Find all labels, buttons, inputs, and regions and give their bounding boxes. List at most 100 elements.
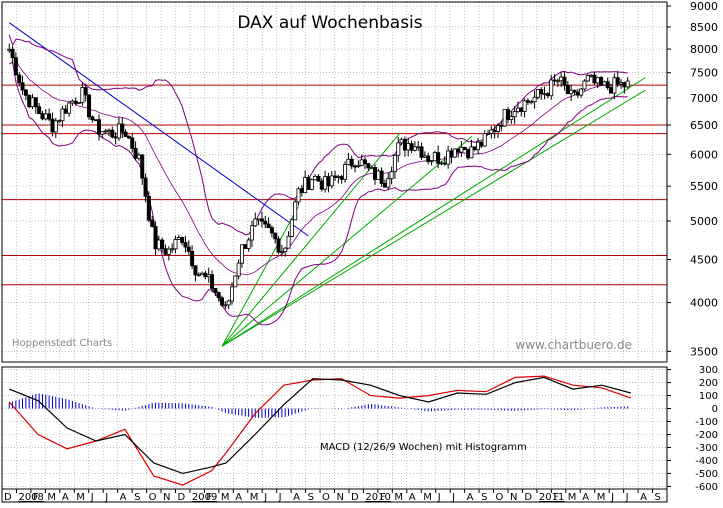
price-bar-body <box>409 143 414 151</box>
price-bar-body <box>363 159 368 165</box>
price-bar-body <box>156 239 161 250</box>
price-bar-body <box>353 165 358 168</box>
price-bar-body <box>439 162 444 165</box>
y-tick-label: 7000 <box>690 92 718 105</box>
price-bar-body <box>67 102 72 114</box>
price-bar-body <box>170 248 175 251</box>
chart-title: DAX auf Wochenbasis <box>237 13 422 33</box>
macd-title: MACD (12/26/9 Wochen) mit Histogramm <box>320 442 527 453</box>
price-bar-body <box>57 120 62 123</box>
price-bar-body <box>505 109 510 120</box>
x-tick-label: J <box>104 492 108 503</box>
price-bar-body <box>379 170 384 184</box>
price-bar-body <box>23 89 28 96</box>
price-bar-body <box>609 87 614 94</box>
macd-tick-label: -300 <box>695 443 718 454</box>
x-tick-label: 2008 <box>18 492 43 503</box>
price-bar-body <box>266 223 271 229</box>
price-bar-body <box>406 143 411 151</box>
price-bar-body <box>10 48 15 59</box>
x-tick-label: J <box>610 492 614 503</box>
price-bar-body <box>273 232 278 240</box>
y-tick-label: 8500 <box>690 21 718 34</box>
price-bar-body <box>230 286 235 302</box>
price-bar-body <box>210 274 215 289</box>
x-tick-label: A <box>293 492 300 503</box>
price-bar-body <box>419 146 424 158</box>
price-bar-body <box>126 136 131 139</box>
price-bar-body <box>339 176 344 180</box>
price-bar-body <box>200 272 205 276</box>
price-bar-body <box>552 79 557 82</box>
x-tick-label: M <box>250 492 259 503</box>
price-bar-body <box>452 148 457 158</box>
x-tick-label: A <box>62 492 69 503</box>
price-bar-body <box>326 176 331 187</box>
price-bar-body <box>7 48 12 51</box>
x-tick-label: S <box>308 492 314 503</box>
price-bar-body <box>33 97 38 108</box>
price-bar-body <box>190 251 195 267</box>
uptrend-line <box>221 206 299 347</box>
price-bar-body <box>160 239 165 250</box>
x-tick-label: D <box>351 492 359 503</box>
x-tick-label: D <box>4 492 12 503</box>
price-bar-body <box>47 113 52 120</box>
price-bar-body <box>599 77 604 86</box>
price-bar-body <box>140 154 145 179</box>
macd-tick-label: -500 <box>695 469 718 480</box>
price-bar-body <box>80 87 85 103</box>
price-bar-body <box>499 125 504 127</box>
price-bar-body <box>303 177 308 194</box>
macd-tick-label: -100 <box>695 417 718 428</box>
price-bar-body <box>316 176 321 182</box>
x-tick-label: 2010 <box>365 492 390 503</box>
y-tick-label: 8000 <box>690 43 718 56</box>
price-bar-body <box>619 82 624 85</box>
price-bar-body <box>306 177 311 190</box>
price-bar-body <box>206 274 211 278</box>
price-bar-body <box>113 136 118 139</box>
price-bar-body <box>220 297 225 306</box>
price-bar-body <box>496 125 501 132</box>
price-bar-body <box>356 165 361 167</box>
price-bar-body <box>589 74 594 77</box>
price-bar-body <box>595 77 600 84</box>
price-bar-body <box>309 179 314 190</box>
y-tick-label: 6000 <box>690 148 718 161</box>
price-bar-body <box>469 146 474 159</box>
bollinger-middle <box>8 49 628 275</box>
x-tick-label: 2011 <box>539 492 564 503</box>
price-bar-body <box>369 167 374 169</box>
macd-tick-label: 100 <box>699 391 718 402</box>
source-left-label: Hoppenstedt Charts <box>12 338 112 349</box>
price-bar-body <box>143 177 148 197</box>
x-tick-label: A <box>582 492 589 503</box>
price-bar-body <box>136 154 141 159</box>
price-bar-body <box>592 74 597 84</box>
price-bar-body <box>216 292 221 299</box>
price-bar-body <box>529 101 534 104</box>
price-bar-body <box>103 130 108 133</box>
macd-histogram <box>8 393 629 418</box>
price-bar-body <box>100 131 105 135</box>
price-bar-body <box>253 218 258 227</box>
price-bar-body <box>176 237 181 240</box>
x-tick-label: 2009 <box>192 492 217 503</box>
main-panel-frame <box>1 1 668 363</box>
price-bar-body <box>555 80 560 83</box>
x-tick-label: M <box>47 492 56 503</box>
price-bar-body <box>63 108 68 114</box>
price-bar-body <box>429 160 434 163</box>
price-bar-body <box>396 142 401 156</box>
price-bar-body <box>582 80 587 90</box>
price-bar-body <box>53 120 58 133</box>
price-bar-body <box>146 195 151 221</box>
price-bar-body <box>472 146 477 151</box>
price-bar-body <box>386 178 391 188</box>
y-tick-label: 4500 <box>690 254 718 267</box>
price-bar-body <box>333 175 338 178</box>
